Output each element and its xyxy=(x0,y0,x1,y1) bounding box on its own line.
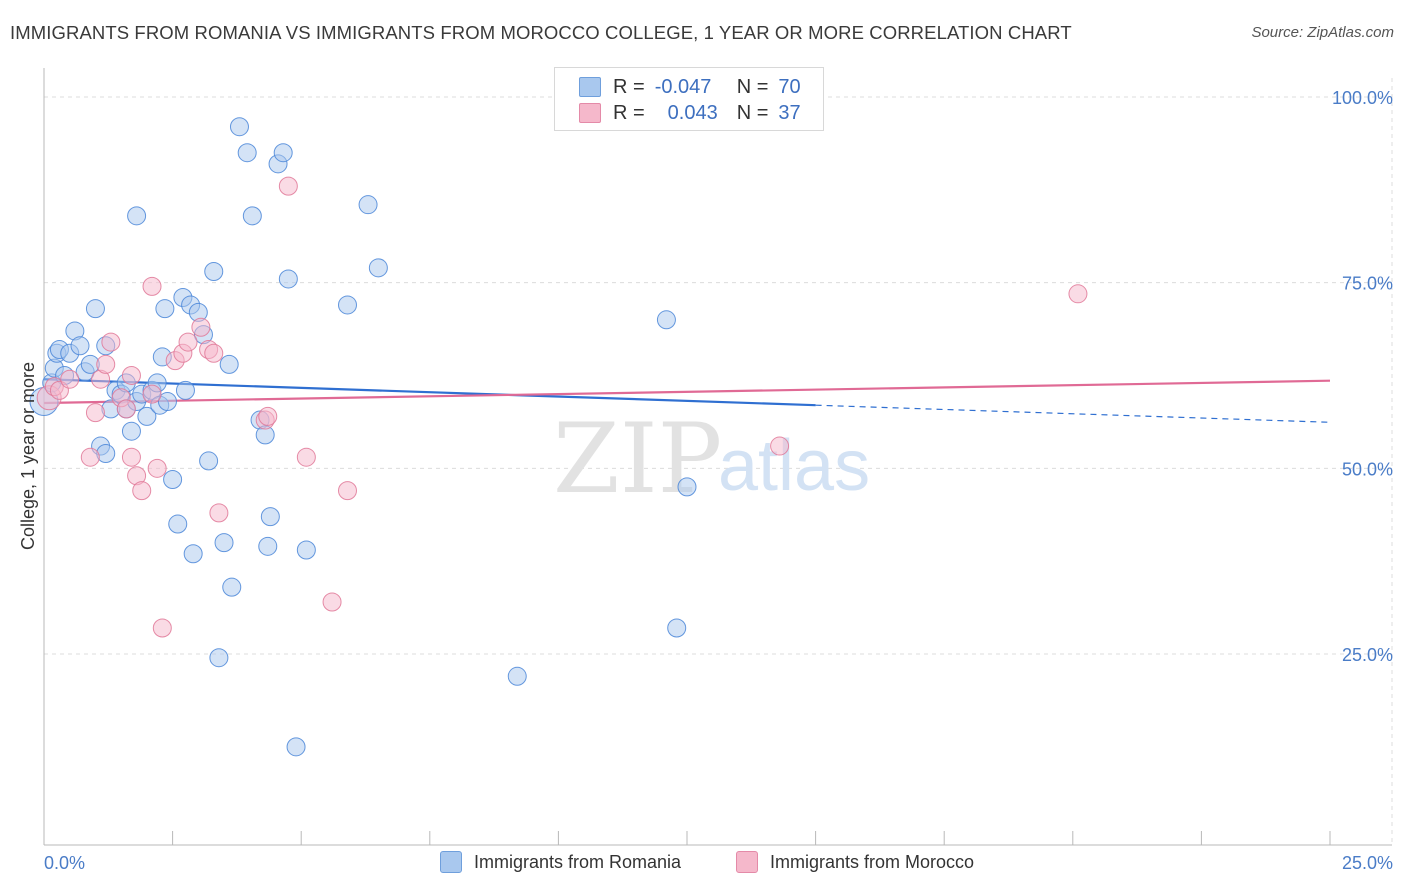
point-romania xyxy=(219,354,239,374)
point-romania xyxy=(358,195,378,215)
point-romania xyxy=(258,536,278,556)
point-morocco xyxy=(142,384,162,404)
axes xyxy=(43,68,1392,846)
point-morocco xyxy=(116,399,136,419)
r-value: 0.043 xyxy=(667,101,718,124)
tick-labels: 25.0% 50.0% 75.0% 100.0% 0.0% 25.0% xyxy=(44,88,1393,873)
point-morocco xyxy=(121,447,141,467)
n-value: 70 xyxy=(778,75,801,98)
point-morocco xyxy=(80,447,100,467)
point-morocco xyxy=(209,503,229,523)
trend-line-morocco xyxy=(43,379,1331,405)
y-axis-label: College, 1 year or more xyxy=(18,362,38,550)
point-morocco xyxy=(121,366,141,385)
point-romania xyxy=(168,514,188,534)
point-morocco xyxy=(204,343,224,363)
y-tick-label: 75.0% xyxy=(1342,274,1393,294)
point-romania xyxy=(656,310,676,330)
watermark-zip: ZIP xyxy=(553,403,722,515)
point-romania xyxy=(85,299,105,319)
legend-row-morocco: R = 0.043 N = 37 xyxy=(579,100,801,126)
n-label: N = xyxy=(736,75,769,98)
r-label: R = xyxy=(613,101,645,124)
point-morocco xyxy=(258,406,278,426)
romania-swatch xyxy=(440,851,462,873)
trend-line-romania xyxy=(43,378,816,407)
point-romania xyxy=(368,258,388,278)
point-romania xyxy=(229,117,249,137)
point-romania xyxy=(278,269,298,289)
point-romania xyxy=(214,533,234,553)
y-tick-label: 100.0% xyxy=(1332,88,1393,108)
point-romania xyxy=(222,577,242,597)
point-romania xyxy=(163,469,183,489)
legend-row-romania: R = -0.047 N = 70 xyxy=(579,74,801,100)
legend-item-romania[interactable]: Immigrants from Romania xyxy=(440,851,681,873)
correlation-legend: R = -0.047 N = 70 R = 0.043 N = 37 xyxy=(554,67,824,131)
point-morocco xyxy=(60,369,80,389)
point-romania xyxy=(157,391,177,411)
point-romania xyxy=(507,666,527,686)
point-morocco xyxy=(101,332,121,352)
point-morocco xyxy=(278,176,298,196)
chart-title: IMMIGRANTS FROM ROMANIA VS IMMIGRANTS FR… xyxy=(10,22,1072,43)
trend-line-extension xyxy=(815,404,1331,423)
point-romania xyxy=(183,544,203,564)
point-romania xyxy=(121,421,141,441)
n-label: N = xyxy=(736,101,769,124)
morocco-swatch xyxy=(736,851,758,873)
point-romania xyxy=(667,618,687,638)
watermark-atlas: atlas xyxy=(718,426,870,506)
point-morocco xyxy=(322,592,342,612)
y-tick-label: 50.0% xyxy=(1342,459,1393,479)
source-label: Source: ZipAtlas.com xyxy=(1251,24,1394,41)
point-romania xyxy=(237,143,257,163)
point-romania xyxy=(209,648,229,668)
romania-swatch xyxy=(579,77,601,97)
point-romania xyxy=(70,336,90,356)
point-romania xyxy=(127,206,147,226)
point-morocco xyxy=(142,276,162,296)
r-label: R = xyxy=(613,75,645,98)
point-morocco xyxy=(96,354,116,374)
point-romania xyxy=(286,737,306,757)
point-morocco xyxy=(337,481,357,501)
r-value: -0.047 xyxy=(654,75,712,98)
point-romania xyxy=(337,295,357,315)
point-morocco xyxy=(770,436,790,456)
trend-lines xyxy=(43,378,1331,423)
legend-label: Immigrants from Romania xyxy=(474,851,682,872)
n-value: 37 xyxy=(778,101,801,124)
point-romania xyxy=(273,143,293,163)
legend-label: Immigrants from Morocco xyxy=(770,851,975,872)
data-points xyxy=(29,117,1088,757)
legend-item-morocco[interactable]: Immigrants from Morocco xyxy=(736,851,974,873)
point-romania xyxy=(175,380,195,400)
point-romania xyxy=(296,540,316,560)
point-morocco xyxy=(152,618,172,638)
point-morocco xyxy=(296,447,316,467)
point-romania xyxy=(677,477,697,497)
point-romania xyxy=(260,507,280,527)
y-tick-label: 25.0% xyxy=(1342,645,1393,665)
point-romania xyxy=(137,406,157,426)
series-legend: Immigrants from Romania Immigrants from … xyxy=(0,851,1406,877)
point-romania xyxy=(155,299,175,319)
point-morocco xyxy=(191,317,211,337)
x-tick-label: 25.0% xyxy=(1342,853,1393,873)
morocco-swatch xyxy=(579,103,601,123)
grid-lines xyxy=(44,78,1393,845)
point-romania xyxy=(204,262,224,282)
point-morocco xyxy=(85,403,105,423)
x-tick-label: 0.0% xyxy=(44,853,85,873)
point-morocco xyxy=(147,458,167,478)
point-morocco xyxy=(1068,284,1088,304)
point-romania xyxy=(242,206,262,226)
point-morocco xyxy=(178,332,198,352)
point-morocco xyxy=(132,481,152,501)
point-romania xyxy=(199,451,219,471)
